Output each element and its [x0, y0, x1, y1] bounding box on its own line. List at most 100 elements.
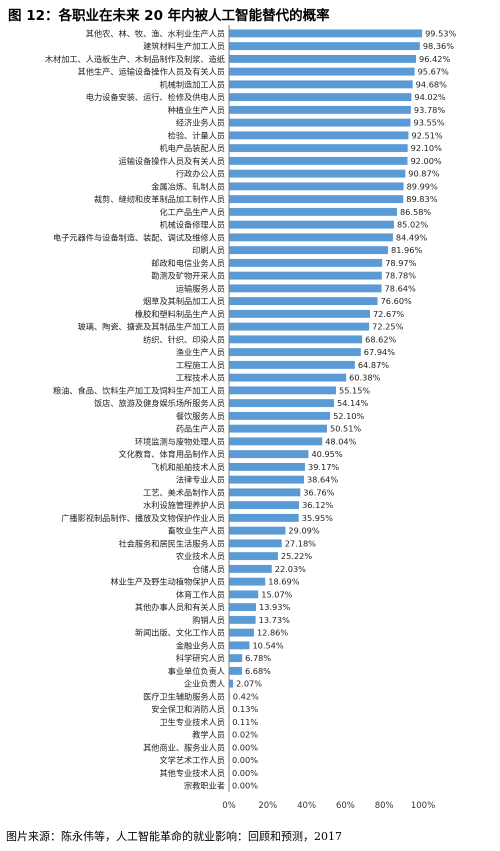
value-label: 92.51%	[411, 130, 442, 140]
bar	[229, 156, 408, 165]
category-label: 工程施工人员	[176, 360, 225, 370]
bar	[229, 437, 323, 446]
category-label: 卫生专业技术人员	[159, 717, 225, 727]
x-tick-label: 100%	[411, 801, 435, 811]
category-label: 安全保卫和消防人员	[151, 704, 225, 714]
category-label: 金融业务人员	[176, 640, 225, 650]
category-label: 科学研究人员	[176, 653, 225, 663]
category-label: 裁剪、缝纫和皮革制品加工制作人员	[94, 194, 225, 204]
bar	[229, 654, 243, 663]
value-label: 27.18%	[285, 538, 316, 548]
bar	[229, 233, 393, 242]
bar	[229, 105, 411, 114]
category-label: 环境监测与废物处理人员	[135, 436, 225, 446]
bar	[229, 475, 304, 484]
category-label: 建筑材料生产加工人员	[143, 41, 225, 51]
bar	[229, 386, 336, 395]
value-label: 92.00%	[410, 156, 441, 166]
value-label: 60.38%	[349, 373, 380, 383]
bar	[229, 195, 404, 204]
bar	[229, 539, 282, 548]
value-label: 50.51%	[330, 424, 361, 434]
category-label: 事业单位负责人	[168, 666, 225, 676]
bar	[229, 258, 383, 267]
category-label: 邮政和电信业务人员	[151, 258, 225, 268]
bar	[229, 526, 286, 535]
category-label: 文化教育、体育用品制作人员	[119, 449, 225, 459]
value-label: 85.02%	[397, 220, 428, 230]
value-label: 40.95%	[311, 449, 342, 459]
category-label: 印刷人员	[192, 245, 225, 255]
category-label: 医疗卫生辅助服务人员	[143, 691, 225, 701]
category-label: 其他生产、运输设备操作人员及有关人员	[78, 67, 225, 77]
category-label: 经济业务人员	[176, 118, 225, 128]
value-label: 96.42%	[419, 54, 450, 64]
value-label: 13.93%	[259, 602, 290, 612]
category-label: 烟草及其制品加工人员	[143, 296, 225, 306]
bar	[229, 615, 256, 624]
value-label: 25.22%	[281, 551, 312, 561]
bar	[229, 679, 234, 688]
category-label: 购销人员	[192, 615, 225, 625]
category-label: 工艺、美术品制作人员	[143, 487, 225, 497]
category-label: 社会服务和居民生活服务人员	[119, 538, 225, 548]
value-label: 78.78%	[385, 271, 416, 281]
category-label: 其他办事人员和有关人员	[135, 602, 225, 612]
value-label: 0.00%	[232, 768, 258, 778]
value-label: 15.07%	[261, 589, 292, 599]
value-label: 13.73%	[259, 615, 290, 625]
value-label: 78.97%	[385, 258, 416, 268]
bar	[229, 628, 254, 637]
x-tick-label: 60%	[336, 801, 355, 811]
value-label: 72.25%	[372, 322, 403, 332]
value-label: 90.87%	[408, 169, 439, 179]
bar	[229, 182, 404, 191]
category-label: 行政办公人员	[176, 169, 225, 179]
category-label: 种植业生产人员	[168, 105, 225, 115]
value-label: 93.78%	[414, 105, 445, 115]
bar	[229, 462, 305, 471]
bar	[229, 131, 409, 140]
bar	[229, 29, 423, 38]
value-label: 0.00%	[232, 742, 258, 752]
value-label: 89.99%	[407, 181, 438, 191]
category-label: 体育工作人员	[176, 589, 225, 599]
value-label: 29.09%	[288, 526, 319, 536]
category-label: 餐饮服务人员	[176, 411, 225, 421]
value-label: 36.76%	[303, 487, 334, 497]
category-label: 其他农、林、牧、渔、水利业生产人员	[86, 28, 225, 38]
bar	[229, 335, 363, 344]
bar	[229, 564, 272, 573]
bar	[229, 322, 370, 331]
bar	[229, 552, 278, 561]
bar	[229, 360, 355, 369]
value-label: 98.36%	[423, 41, 454, 51]
bar	[229, 424, 327, 433]
x-tick-label: 80%	[375, 801, 394, 811]
bar	[229, 501, 300, 510]
category-label: 文学艺术工作人员	[159, 755, 225, 765]
bar	[229, 577, 266, 586]
category-label: 勘测及矿物开采人员	[151, 271, 225, 281]
bar	[229, 246, 388, 255]
bar	[229, 54, 417, 63]
bar	[229, 144, 408, 153]
category-label: 化工产品生产人员	[159, 207, 225, 217]
bar	[229, 297, 378, 306]
value-label: 10.54%	[252, 640, 283, 650]
category-label: 飞机和船舶技术人员	[151, 462, 225, 472]
category-label: 农业技术人员	[176, 551, 225, 561]
value-label: 95.67%	[418, 67, 449, 77]
category-label: 机械制造加工人员	[159, 79, 225, 89]
bar	[229, 450, 309, 459]
category-label: 企业负责人	[184, 679, 225, 689]
value-label: 18.69%	[268, 577, 299, 587]
value-label: 0.11%	[232, 717, 258, 727]
bar	[229, 641, 250, 650]
value-label: 35.95%	[302, 513, 333, 523]
category-label: 运输设备操作人员及有关人员	[119, 156, 225, 166]
category-label: 药品生产人员	[176, 424, 225, 434]
bar	[229, 411, 331, 420]
bar	[229, 93, 412, 102]
